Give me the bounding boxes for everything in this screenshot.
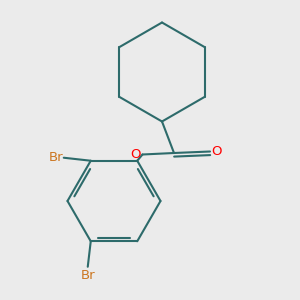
Text: Br: Br: [49, 151, 63, 164]
Text: O: O: [212, 145, 222, 158]
Text: Br: Br: [80, 269, 95, 282]
Text: O: O: [131, 148, 141, 161]
